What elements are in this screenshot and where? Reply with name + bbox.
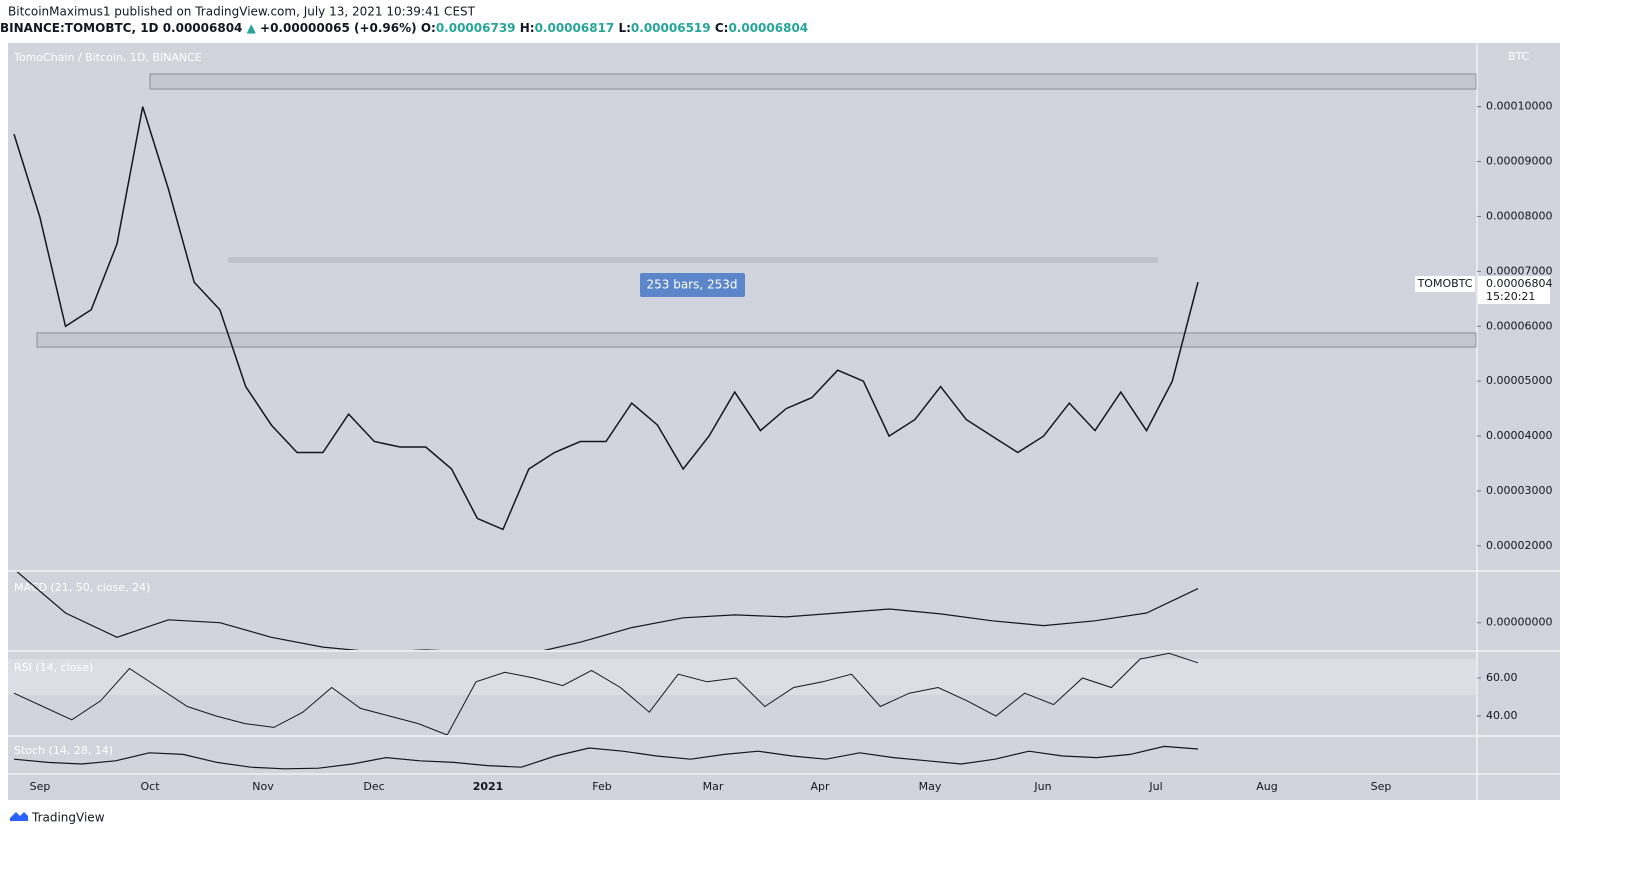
- rsi-tick-label: 40.00: [1486, 709, 1518, 722]
- y-tick-label: 0.00006000: [1486, 319, 1552, 332]
- resistance-zone: [149, 73, 1477, 90]
- logo: [10, 812, 28, 821]
- high: 0.00006817: [535, 21, 615, 35]
- price-box: [1478, 276, 1550, 304]
- measure-box: [640, 273, 745, 297]
- y-tick-label: 0.00004000: [1486, 429, 1552, 442]
- tag-price: 0.00006804: [1486, 277, 1552, 290]
- arrow: ▲: [247, 21, 257, 35]
- tag-box: [1415, 276, 1475, 292]
- macd-title: MACD (21, 50, close, 24): [14, 581, 150, 594]
- measure-label: 253 bars, 253d: [646, 278, 737, 292]
- x-tick-label: Jul: [1148, 780, 1162, 793]
- currency: BTC: [1508, 50, 1530, 63]
- header-line: BINANCE:TOMOBTC, 1D 0.00006804 ▲ +0.0000…: [0, 21, 808, 35]
- y-tick-label: 0.00005000: [1486, 374, 1552, 387]
- low: 0.00006519: [631, 21, 711, 35]
- rsi-tick-label: 60.00: [1486, 671, 1518, 684]
- close: 0.00006804: [728, 21, 808, 35]
- y-tick-label: 0.00008000: [1486, 209, 1552, 222]
- y-tick-label: 0.00007000: [1486, 264, 1552, 277]
- x-tick-label: Apr: [810, 780, 830, 793]
- stoch-title: Stoch (14, 28, 14): [14, 744, 113, 757]
- y-tick-label: 0.00010000: [1486, 100, 1552, 113]
- x-tick-label: Oct: [140, 780, 160, 793]
- tag-symbol: TOMOBTC: [1417, 277, 1473, 290]
- x-tick-label: Sep: [30, 780, 51, 793]
- y-tick-label: 0.00003000: [1486, 484, 1552, 497]
- open: 0.00006739: [436, 21, 516, 35]
- change: +0.00000065 (+0.96%): [260, 21, 417, 35]
- rsi-band: [8, 659, 1476, 695]
- tag-countdown: 15:20:21: [1486, 290, 1535, 303]
- series-line: [16, 572, 1199, 650]
- measure-line: [228, 257, 1158, 263]
- publisher: BitcoinMaximus1 published on TradingView…: [8, 5, 476, 19]
- symbol: BINANCE:TOMOBTC, 1D: [0, 21, 159, 35]
- h-label: H:: [520, 21, 535, 35]
- series-line: [13, 745, 1199, 770]
- rsi-title: RSI (14, close): [14, 661, 93, 674]
- l-label: L:: [618, 21, 630, 35]
- footer: TradingView: [31, 811, 105, 825]
- series-line: [13, 652, 1199, 735]
- x-tick-label: Feb: [592, 780, 611, 793]
- last: 0.00006804: [163, 21, 243, 35]
- y-tick-label: 0.00009000: [1486, 155, 1552, 168]
- x-tick-label: Jun: [1033, 780, 1051, 793]
- y-tick-label: 0.00002000: [1486, 539, 1552, 552]
- c-label: C:: [715, 21, 729, 35]
- x-tick-label: Mar: [703, 780, 724, 793]
- pane-title: TomoChain / Bitcoin, 1D, BINANCE: [13, 51, 202, 64]
- x-tick-label: 2021: [473, 780, 504, 793]
- o-label: O:: [421, 21, 436, 35]
- x-tick-label: Dec: [363, 780, 384, 793]
- x-tick-label: May: [919, 780, 942, 793]
- x-tick-label: Sep: [1371, 780, 1392, 793]
- x-tick-label: Nov: [252, 780, 274, 793]
- series-line: [13, 106, 1199, 531]
- x-tick-label: Aug: [1256, 780, 1277, 793]
- support-zone: [36, 332, 1477, 348]
- macd-tick-label: 0.00000000: [1486, 616, 1552, 629]
